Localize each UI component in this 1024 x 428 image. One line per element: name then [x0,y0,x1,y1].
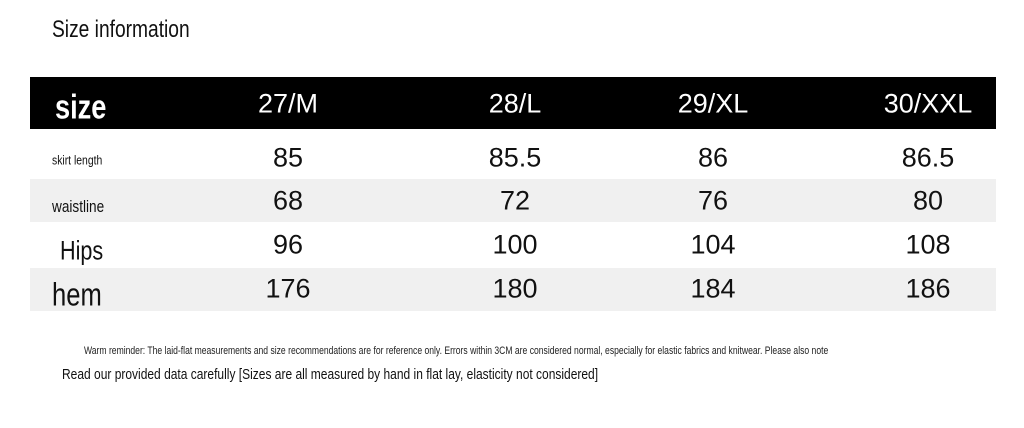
table-header-band [30,77,996,129]
header-cell: 30/XXL [883,88,973,119]
table-cell: 180 [492,273,538,304]
measurement-note: Read our provided data carefully [Sizes … [62,366,599,383]
table-cell: 85 [272,142,304,173]
header-cell: 27/M [257,88,319,119]
table-cell: 86 [697,142,729,173]
title: Size information [52,16,190,43]
table-cell: 108 [905,229,951,260]
table-cell: 86.5 [901,142,955,173]
table-cell: 176 [265,273,311,304]
reminder-note: Warm reminder: The laid-flat measurement… [84,345,829,357]
table-cell: 72 [499,185,531,216]
row-band [30,268,996,311]
row-band [30,179,996,222]
row-label: skirt length [52,152,103,168]
table-cell: 76 [697,185,729,216]
header-label: size [55,88,107,127]
header-cell: 29/XL [677,88,749,119]
table-cell: 96 [272,229,304,260]
table-cell: 85.5 [488,142,542,173]
table-cell: 80 [912,185,944,216]
table-cell: 184 [690,273,736,304]
row-label: waistline [52,197,105,216]
row-label: hem [52,276,102,313]
table-cell: 68 [272,185,304,216]
table-cell: 186 [905,273,951,304]
table-cell: 104 [690,229,736,260]
row-label: Hips [60,235,104,266]
header-cell: 28/L [488,88,542,119]
table-cell: 100 [492,229,538,260]
